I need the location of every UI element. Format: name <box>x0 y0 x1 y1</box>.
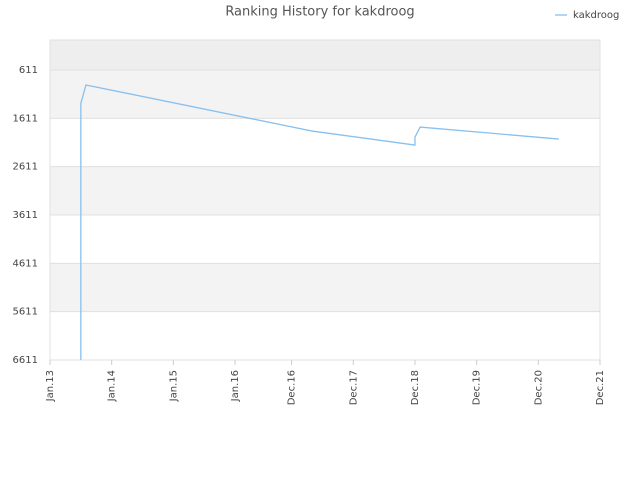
x-tick-label: Jan.16 <box>230 370 241 402</box>
y-tick-label: 2611 <box>13 162 38 173</box>
band <box>50 166 600 216</box>
x-tick-label: Dec.19 <box>472 370 483 405</box>
x-tick-label: Dec.18 <box>410 370 421 405</box>
plot-border <box>49 39 601 361</box>
band <box>50 40 600 71</box>
x-tick-label: Dec.21 <box>595 370 606 405</box>
x-tick-label: Dec.17 <box>348 370 359 405</box>
y-tick-label: 6611 <box>13 355 38 366</box>
series-line <box>80 84 559 360</box>
band <box>50 215 600 264</box>
band <box>50 118 600 167</box>
band <box>50 70 600 119</box>
x-tick-label: Dec.20 <box>533 370 544 405</box>
legend-label: kakdroog <box>573 10 619 21</box>
chart-title: Ranking History for kakdroog <box>225 5 414 20</box>
y-tick-label: 611 <box>19 65 38 76</box>
y-tick-label: 3611 <box>13 210 38 221</box>
x-tick-label: Dec.16 <box>287 370 298 405</box>
band <box>50 311 600 360</box>
y-tick-label: 4611 <box>13 258 38 269</box>
y-tick-label: 5611 <box>13 307 38 318</box>
x-tick-label: Jan.13 <box>45 370 56 402</box>
x-tick-label: Jan.15 <box>168 370 179 402</box>
x-tick-label: Jan.14 <box>107 370 118 402</box>
band <box>50 263 600 312</box>
y-tick-label: 1611 <box>13 113 38 124</box>
